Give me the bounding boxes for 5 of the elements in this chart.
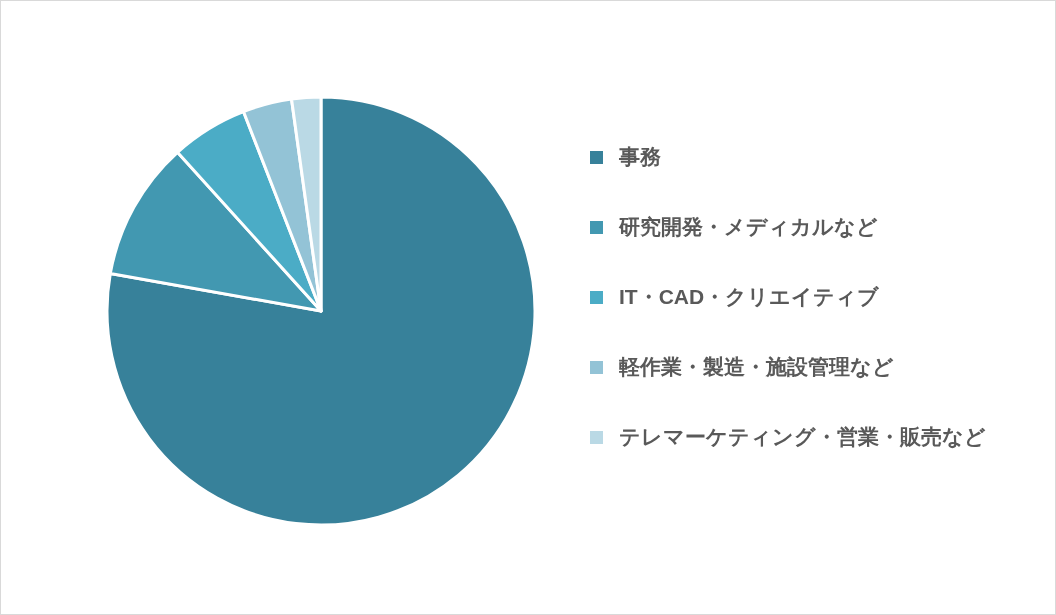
legend-label: IT・CAD・クリエイティブ [619,285,881,308]
legend-label: 研究開発・メディカルなど [618,215,878,239]
legend-label: 軽作業・製造・施設管理など [618,355,894,379]
legend-label: テレマーケティング・営業・販売など [619,425,986,449]
legend-label: 事務 [618,145,661,168]
